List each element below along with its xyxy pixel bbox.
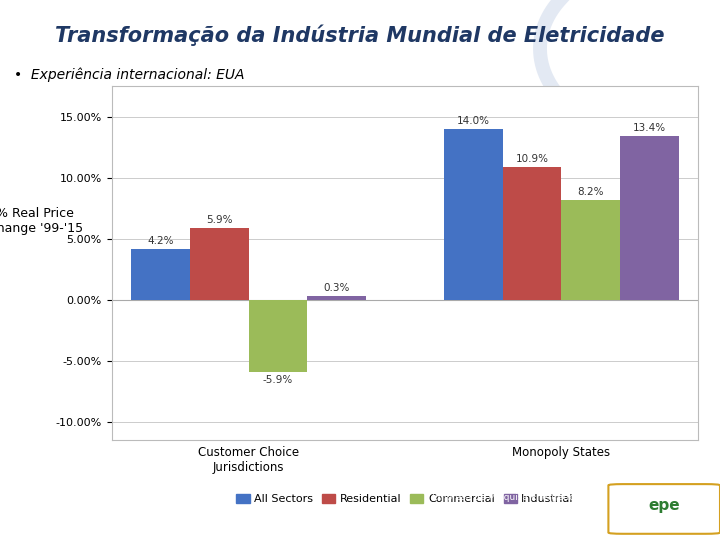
Text: Audiência Pública: Projeto de Lei nº 1.917/2015
Comissão de Minas e Energia
Câma: Audiência Pública: Projeto de Lei nº 1.9… <box>7 487 222 521</box>
Text: epe: epe <box>648 498 680 514</box>
Text: 8.2%: 8.2% <box>577 187 604 197</box>
Bar <box>444 129 503 300</box>
Legend: All Sectors, Residential, Commercial, Industrial: All Sectors, Residential, Commercial, In… <box>232 489 578 509</box>
Text: -5.9%: -5.9% <box>263 375 293 385</box>
Text: 13.4%: 13.4% <box>633 123 666 133</box>
Bar <box>307 296 366 300</box>
Text: 10.9%: 10.9% <box>516 154 549 164</box>
Bar <box>620 137 679 300</box>
Y-axis label: % Real Price
Change '99-'15: % Real Price Change '99-'15 <box>0 207 83 235</box>
Bar <box>190 228 248 300</box>
Text: 14.0%: 14.0% <box>457 116 490 126</box>
Text: Transformação da Indústria Mundial de Eletricidade: Transformação da Indústria Mundial de El… <box>55 24 665 46</box>
Bar <box>503 167 562 300</box>
Text: 4.2%: 4.2% <box>148 235 174 246</box>
Bar <box>562 200 620 300</box>
Bar <box>248 300 307 372</box>
FancyBboxPatch shape <box>608 484 720 534</box>
Text: 0.3%: 0.3% <box>323 283 350 293</box>
Text: 5.9%: 5.9% <box>206 215 233 225</box>
Bar <box>131 248 190 300</box>
Text: •  Experiência internacional: EUA: • Experiência internacional: EUA <box>14 68 245 82</box>
Text: Empresa de Pesquisa Energética
Ministério de Minas e Energia: Empresa de Pesquisa Energética Ministéri… <box>432 492 580 515</box>
